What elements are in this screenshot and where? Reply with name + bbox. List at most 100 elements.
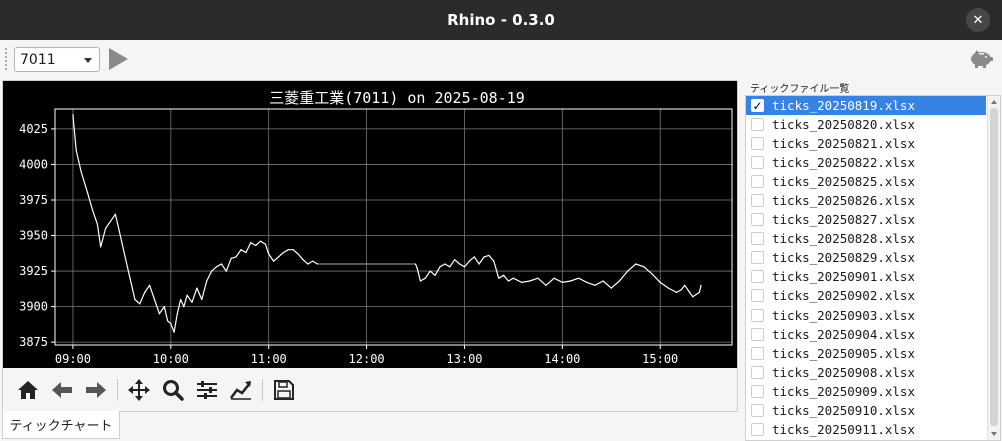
file-list-item[interactable]: ticks_20250826.xlsx	[746, 191, 1000, 210]
y-tick-label: 3900	[19, 300, 48, 314]
price-point	[507, 280, 510, 282]
file-list-item[interactable]: ✓ ticks_20250819.xlsx	[746, 96, 986, 116]
file-checkbox[interactable]	[751, 365, 764, 379]
file-list-title: ティックファイル一覧	[750, 84, 850, 95]
file-checkbox[interactable]	[751, 175, 764, 189]
pan-icon	[128, 379, 150, 401]
price-point	[520, 281, 523, 284]
file-list-item[interactable]: ticks_20250822.xlsx	[746, 153, 1000, 172]
file-checkbox[interactable]	[751, 384, 764, 398]
subplots-icon	[197, 381, 217, 399]
file-checkbox[interactable]	[751, 194, 764, 208]
scroll-down-icon	[991, 432, 997, 436]
subplots-button[interactable]	[192, 375, 222, 405]
file-list-item[interactable]: ticks_20250820.xlsx	[746, 115, 1000, 134]
chart-canvas[interactable]: 三菱重工業(7011) on 2025-08-19 3875 3900 3925 39…	[3, 81, 737, 368]
file-list-scrollbar[interactable]	[987, 96, 1000, 440]
price-point	[134, 298, 136, 301]
file-list-item[interactable]: ticks_20250911.xlsx	[746, 420, 1000, 439]
price-point	[424, 277, 426, 279]
file-list[interactable]: ✓ ticks_20250819.xlsx ticks_20250820.xlsx t…	[745, 95, 1001, 441]
file-list-item[interactable]: ticks_20250904.xlsx	[746, 325, 1000, 344]
price-point	[594, 284, 596, 286]
price-point	[626, 270, 629, 272]
file-checkbox[interactable]	[751, 308, 764, 322]
file-list-item[interactable]: ticks_20250902.xlsx	[746, 286, 1000, 305]
tab-label: ティックチャート	[9, 419, 113, 434]
file-list-item[interactable]: ticks_20250909.xlsx	[746, 382, 1000, 401]
file-checkbox[interactable]	[751, 403, 764, 417]
price-point	[468, 260, 470, 262]
pan-button[interactable]	[124, 375, 154, 405]
file-checkbox[interactable]	[751, 270, 764, 284]
file-list-item[interactable]: ticks_20250905.xlsx	[746, 344, 1000, 363]
price-point	[483, 256, 485, 258]
price-point	[537, 277, 539, 279]
file-list-item[interactable]: ticks_20250825.xlsx	[746, 172, 1000, 191]
price-point	[684, 284, 686, 286]
price-point	[439, 266, 441, 268]
toolbar: 7011	[0, 40, 1002, 78]
file-checkbox[interactable]	[751, 422, 764, 436]
price-point	[225, 270, 227, 272]
price-point	[586, 281, 588, 284]
home-button[interactable]	[13, 375, 43, 405]
ticker-combobox[interactable]: 7011	[14, 47, 100, 72]
file-checkbox[interactable]	[751, 327, 764, 341]
toolbar-grip[interactable]	[5, 48, 9, 70]
file-checkbox[interactable]	[751, 137, 764, 151]
price-point	[277, 256, 280, 258]
file-checkbox[interactable]	[751, 156, 764, 170]
price-point	[96, 223, 99, 225]
price-line	[72, 114, 702, 333]
file-checkbox[interactable]	[751, 118, 764, 132]
file-list-item[interactable]: ticks_20250908.xlsx	[746, 363, 1000, 382]
close-button[interactable]: ✕	[966, 8, 990, 32]
price-point	[287, 249, 289, 251]
file-name: ticks_20250820.xlsx	[772, 117, 915, 133]
back-button[interactable]	[47, 375, 77, 405]
piggy-bank-button[interactable]	[968, 48, 994, 70]
file-list-item[interactable]: ticks_20250903.xlsx	[746, 306, 1000, 325]
zoom-button[interactable]	[158, 375, 188, 405]
chart-title: 三菱重工業(7011) on 2025-08-19	[269, 89, 525, 107]
price-point	[124, 256, 126, 258]
price-point	[211, 270, 213, 272]
file-list-item[interactable]: ticks_20250901.xlsx	[746, 267, 1000, 286]
price-point	[91, 209, 94, 211]
price-point	[183, 306, 185, 308]
file-checkbox[interactable]	[751, 213, 764, 227]
close-icon: ✕	[972, 12, 984, 28]
price-point	[675, 291, 678, 293]
price-point	[512, 277, 515, 279]
file-checkbox[interactable]	[751, 289, 764, 303]
price-point	[87, 192, 89, 194]
price-point	[201, 298, 203, 301]
scroll-thumb[interactable]	[990, 108, 998, 426]
tab-tick-chart[interactable]: ティックチャート	[2, 411, 120, 439]
file-list-item[interactable]: ticks_20250827.xlsx	[746, 210, 1000, 229]
scroll-up-icon	[991, 100, 997, 104]
file-checkbox[interactable]	[751, 346, 764, 360]
file-checkbox[interactable]	[751, 251, 764, 265]
file-list-item[interactable]: ticks_20250828.xlsx	[746, 229, 1000, 248]
customize-button[interactable]	[226, 375, 256, 405]
price-point	[643, 266, 645, 268]
price-point	[186, 294, 188, 296]
file-name: ticks_20250827.xlsx	[772, 212, 915, 228]
play-button[interactable]	[106, 47, 130, 71]
file-checkbox[interactable]	[751, 232, 764, 246]
price-point	[297, 253, 299, 255]
save-button[interactable]	[269, 375, 299, 405]
file-name: ticks_20250910.xlsx	[772, 402, 915, 418]
price-point	[180, 298, 182, 301]
file-list-item[interactable]: ticks_20250829.xlsx	[746, 248, 1000, 267]
price-point	[149, 284, 151, 286]
file-list-item[interactable]: ticks_20250910.xlsx	[746, 401, 1000, 420]
price-point	[158, 313, 161, 315]
y-tick-label: 4025	[19, 122, 48, 136]
forward-button[interactable]	[81, 375, 111, 405]
file-list-item[interactable]: ticks_20250821.xlsx	[746, 134, 1000, 153]
price-point	[302, 259, 304, 261]
file-checkbox[interactable]: ✓	[751, 99, 764, 113]
